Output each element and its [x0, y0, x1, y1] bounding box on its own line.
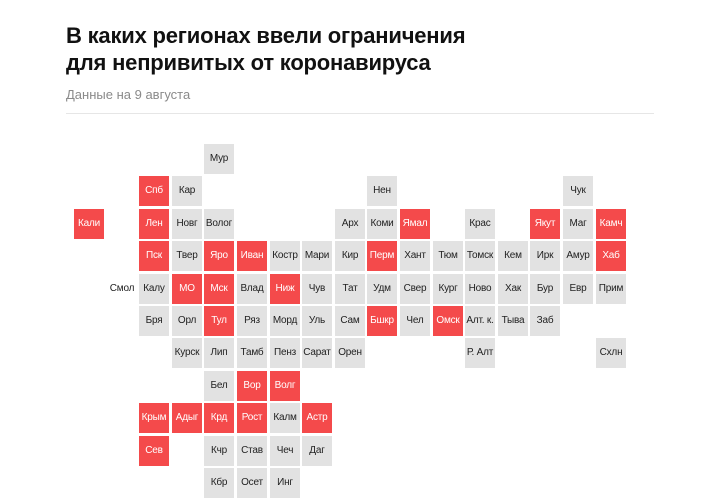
region-tile: Смол — [109, 283, 135, 294]
region-tile: Адыг — [172, 403, 202, 433]
region-tile: Орен — [335, 338, 365, 368]
region-tile: Морд — [270, 306, 300, 336]
region-tile: Яро — [204, 241, 234, 271]
region-tile: Мур — [204, 144, 234, 174]
region-tile: Кчр — [204, 436, 234, 466]
region-tile: Осет — [237, 468, 267, 498]
region-tile: Новг — [172, 209, 202, 239]
region-tile: Кбр — [204, 468, 234, 498]
region-tile: Волг — [270, 371, 300, 401]
region-tile: Уль — [302, 306, 332, 336]
region-tile: Кар — [172, 176, 202, 206]
region-tile: Бря — [139, 306, 169, 336]
region-tile: Бел — [204, 371, 234, 401]
region-tile: Кали — [74, 209, 104, 239]
region-tile: Сарат — [302, 338, 332, 368]
region-tile: Тат — [335, 274, 365, 304]
chart-subtitle: Данные на 9 августа — [66, 87, 191, 102]
chart-title: В каких регионах ввели ограничения для н… — [66, 22, 626, 76]
title-line-1: В каких регионах ввели ограничения — [66, 23, 466, 48]
region-tile: Чеч — [270, 436, 300, 466]
region-tile: Томск — [465, 241, 495, 271]
region-tile: Чув — [302, 274, 332, 304]
title-line-2: для непривитых от коронавируса — [66, 50, 431, 75]
region-tile: Хаб — [596, 241, 626, 271]
region-tile: Чук — [563, 176, 593, 206]
region-tile: Даг — [302, 436, 332, 466]
region-tile: Мари — [302, 241, 332, 271]
region-tile: Свер — [400, 274, 430, 304]
region-tile: Пенз — [270, 338, 300, 368]
region-tile: Прим — [596, 274, 626, 304]
region-tile: Ирк — [530, 241, 560, 271]
region-tile: Амур — [563, 241, 593, 271]
region-tile: Сев — [139, 436, 169, 466]
region-tile: Иван — [237, 241, 267, 271]
region-tile: Костр — [270, 241, 300, 271]
region-tile: Волог — [204, 209, 234, 239]
region-tile: Мск — [204, 274, 234, 304]
region-tile: Инг — [270, 468, 300, 498]
region-tile: Крд — [204, 403, 234, 433]
region-tile: Ново — [465, 274, 495, 304]
region-tile: Тамб — [237, 338, 267, 368]
region-tile: Тюм — [433, 241, 463, 271]
region-tile: Спб — [139, 176, 169, 206]
region-tile: Чел — [400, 306, 430, 336]
region-tile: Крым — [139, 403, 169, 433]
region-tile: Ряз — [237, 306, 267, 336]
region-tile: Арх — [335, 209, 365, 239]
region-tile: Астр — [302, 403, 332, 433]
region-tile: Коми — [367, 209, 397, 239]
region-tile: Перм — [367, 241, 397, 271]
region-tile: Якут — [530, 209, 560, 239]
region-tile: Удм — [367, 274, 397, 304]
region-tile: Камч — [596, 209, 626, 239]
region-tile: Калу — [139, 274, 169, 304]
region-tile: Став — [237, 436, 267, 466]
region-tile: Бшкр — [367, 306, 397, 336]
region-tile: Лип — [204, 338, 234, 368]
region-tile: Влад — [237, 274, 267, 304]
region-tile: Заб — [530, 306, 560, 336]
region-tile: Омск — [433, 306, 463, 336]
region-tile: Тул — [204, 306, 234, 336]
region-tile: Твер — [172, 241, 202, 271]
region-tile: Курск — [172, 338, 202, 368]
region-tile: Крас — [465, 209, 495, 239]
region-tile: Схлн — [596, 338, 626, 368]
region-tile: Евр — [563, 274, 593, 304]
region-tile: Пск — [139, 241, 169, 271]
region-tile: Сам — [335, 306, 365, 336]
region-tile: Ниж — [270, 274, 300, 304]
region-tile: Тыва — [498, 306, 528, 336]
region-tile: Хант — [400, 241, 430, 271]
region-tile: Вор — [237, 371, 267, 401]
region-tile: Бур — [530, 274, 560, 304]
region-tile: Маг — [563, 209, 593, 239]
region-tile: Рост — [237, 403, 267, 433]
header-divider — [66, 113, 654, 114]
region-tile: Ямал — [400, 209, 430, 239]
region-tile: Орл — [172, 306, 202, 336]
region-tile: Калм — [270, 403, 300, 433]
region-tile: Хак — [498, 274, 528, 304]
region-tile: Кир — [335, 241, 365, 271]
region-tile: Нен — [367, 176, 397, 206]
region-tile: МО — [172, 274, 202, 304]
region-tile: Лен — [139, 209, 169, 239]
region-tile: Р. Алт — [465, 338, 495, 368]
region-tile: Кем — [498, 241, 528, 271]
region-tile: Кург — [433, 274, 463, 304]
region-tile: Алт. к. — [465, 306, 495, 336]
